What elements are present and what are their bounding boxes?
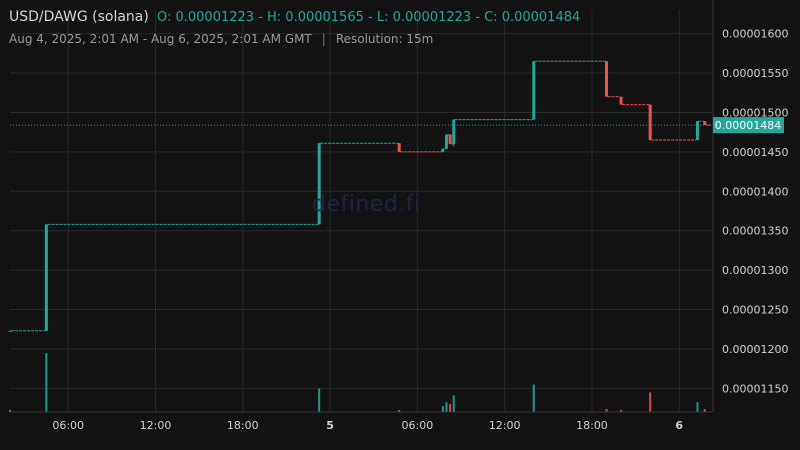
time-axis: 06:00 12:00 18:00 5 06:00 12:00 18:00 6 xyxy=(52,419,683,432)
last-price-badge xyxy=(713,117,784,134)
chart-subheader: Aug 4, 2025, 2:01 AM - Aug 6, 2025, 2:01… xyxy=(9,32,433,46)
volume-bar xyxy=(703,409,706,412)
candle-body xyxy=(703,121,707,126)
volume-bar xyxy=(605,409,608,412)
y-tick-label: 0.00001150 xyxy=(722,382,788,395)
candle-body xyxy=(619,96,623,105)
volume-bar xyxy=(649,392,652,412)
candle-body xyxy=(452,119,456,144)
separator: | xyxy=(321,32,326,46)
x-tick-label: 12:00 xyxy=(140,419,172,432)
volume-bar xyxy=(449,404,452,412)
resolution-label: Resolution: 15m xyxy=(335,32,434,46)
y-tick-label: 0.00001550 xyxy=(722,67,788,80)
candle-body xyxy=(648,104,652,141)
x-tick-label: 12:00 xyxy=(489,419,521,432)
volume-bar xyxy=(441,406,444,412)
y-tick-label: 0.00001400 xyxy=(722,185,788,198)
candle-body xyxy=(317,143,321,225)
volume-bar xyxy=(45,353,48,412)
volume-bar xyxy=(318,388,321,412)
chart-header: USD/DAWG (solana) O: 0.00001223 - H: 0.0… xyxy=(9,9,580,25)
candle-body xyxy=(441,148,445,152)
watermark: defined.fi xyxy=(312,192,421,217)
x-tick-label: 06:00 xyxy=(52,419,84,432)
y-tick-label: 0.00001500 xyxy=(722,106,788,119)
candle-body xyxy=(605,61,609,97)
candle-body xyxy=(8,330,12,332)
last-price-label: 0.00001484 xyxy=(715,119,781,132)
candle-body xyxy=(444,134,448,149)
grid-lines xyxy=(10,10,712,412)
x-tick-label: 06:00 xyxy=(402,419,434,432)
y-tick-label: 0.00001300 xyxy=(722,264,788,277)
volume-bars xyxy=(9,353,706,412)
pair-title: USD/DAWG (solana) xyxy=(9,9,149,25)
price-candles xyxy=(8,60,712,332)
volume-bar xyxy=(532,384,535,412)
x-tick-label: 6 xyxy=(675,419,683,432)
y-tick-label: 0.00001600 xyxy=(722,28,788,41)
volume-bar xyxy=(9,410,11,412)
candle-body xyxy=(695,121,699,141)
volume-bar xyxy=(452,395,455,412)
y-tick-label: 0.00001350 xyxy=(722,225,788,238)
volume-bar xyxy=(620,410,623,412)
ohlc-readout: O: 0.00001223 - H: 0.00001565 - L: 0.000… xyxy=(156,10,581,25)
y-tick-label: 0.00001450 xyxy=(722,146,788,159)
candle-body xyxy=(44,224,48,331)
candle-body xyxy=(397,143,401,152)
date-range: Aug 4, 2025, 2:01 AM - Aug 6, 2025, 2:01… xyxy=(9,32,312,46)
y-tick-label: 0.00001200 xyxy=(722,343,788,356)
x-tick-label: 5 xyxy=(326,419,334,432)
y-tick-label: 0.00001250 xyxy=(722,304,788,317)
x-tick-label: 18:00 xyxy=(227,419,259,432)
volume-bar xyxy=(696,402,699,412)
candle-body xyxy=(448,134,452,144)
candle-body xyxy=(532,61,536,120)
volume-bar xyxy=(445,402,448,412)
volume-bar xyxy=(398,410,401,412)
x-tick-label: 18:00 xyxy=(576,419,608,432)
price-axis: 0.00001600 0.00001550 0.00001500 0.00001450… xyxy=(10,0,788,413)
